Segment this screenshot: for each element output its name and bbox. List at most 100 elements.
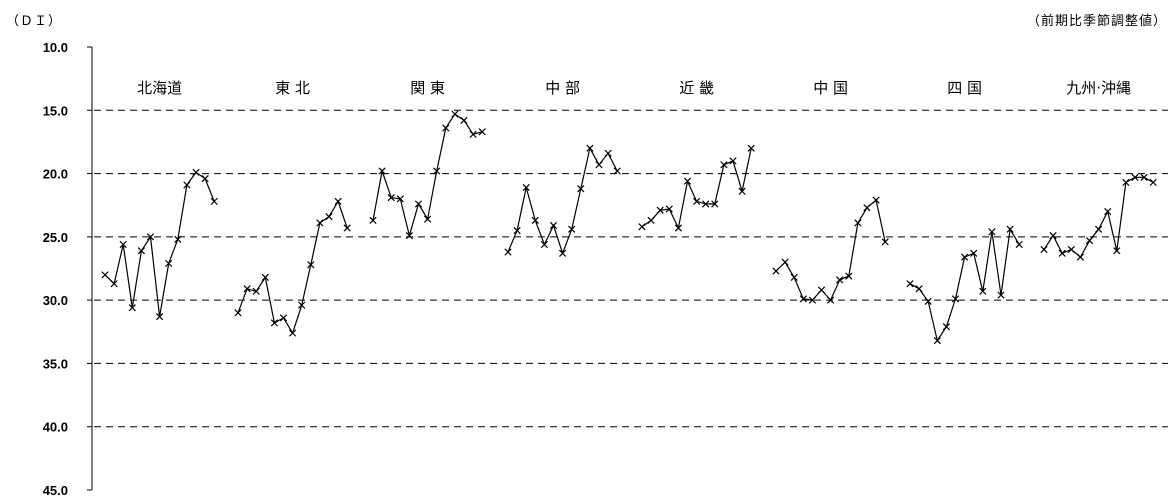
data-point-marker: [674, 224, 683, 232]
data-point-marker: [531, 216, 539, 225]
grid-lines: [94, 109, 1168, 428]
data-point-marker: [1040, 245, 1048, 254]
data-point-marker: [656, 206, 664, 214]
data-point-marker: [101, 271, 109, 279]
y-tick-label: 35.0: [43, 356, 68, 371]
data-point-marker: [513, 226, 521, 235]
data-point-marker: [683, 177, 692, 185]
data-point-marker: [702, 200, 710, 208]
data-point-marker: [504, 248, 512, 256]
data-point-marker: [1015, 240, 1023, 249]
data-point-marker: [316, 219, 324, 227]
data-point-marker: [414, 200, 423, 208]
data-point-marker: [854, 219, 862, 227]
data-point-marker: [781, 258, 789, 266]
series-line: [775, 199, 886, 302]
data-point-marker: [799, 295, 807, 303]
data-point-marker: [711, 200, 719, 208]
data-point-marker: [1006, 225, 1014, 233]
data-point-marker: [128, 304, 136, 312]
data-point-marker: [1104, 207, 1112, 216]
data-point-marker: [817, 286, 826, 294]
data-point-marker: [137, 247, 146, 255]
y-tick-label: 45.0: [43, 483, 68, 498]
data-point-marker: [478, 128, 486, 136]
data-point-marker: [1122, 178, 1130, 187]
data-point-marker: [442, 124, 450, 132]
data-point-marker: [155, 312, 164, 321]
y-tick-label: 10.0: [43, 40, 68, 55]
data-point-marker: [307, 261, 315, 269]
series-line: [641, 148, 752, 230]
data-point-marker: [343, 224, 351, 232]
data-point-marker: [1085, 237, 1094, 245]
data-point-marker: [647, 216, 655, 225]
series-3: [369, 110, 486, 240]
y-tick-label: 25.0: [43, 230, 68, 245]
region-labels: 北海道 東 北 関 東 中 部 近 畿 中 国 四 国 九州·沖縄: [137, 79, 1131, 97]
region-label: 九州·沖縄: [1066, 79, 1131, 97]
data-point-marker: [836, 276, 844, 284]
data-point-marker: [933, 337, 941, 345]
data-point-marker: [997, 291, 1005, 299]
data-point-marker: [881, 238, 889, 246]
y-axis-unit-label: （ＤＩ）: [6, 14, 63, 29]
region-label: 四 国: [947, 79, 982, 97]
y-tick-labels: 10.0 15.0 20.0 25.0 30.0 35.0 40.0 45.0: [43, 40, 68, 498]
data-point-marker: [469, 130, 477, 138]
data-point-marker: [558, 249, 567, 257]
data-point-marker: [906, 280, 914, 288]
data-point-marker: [298, 301, 306, 309]
data-point-marker: [568, 225, 576, 233]
series-5: [638, 144, 755, 232]
region-label: 北海道: [137, 79, 182, 97]
region-label: 中 国: [813, 79, 848, 97]
data-point-marker: [1049, 231, 1057, 240]
data-point-marker: [826, 296, 835, 304]
data-point-marker: [522, 183, 530, 192]
series-line: [1043, 176, 1154, 259]
data-point-marker: [1058, 249, 1066, 257]
series-line: [909, 227, 1020, 343]
series-7: [906, 225, 1023, 345]
series-line: [237, 199, 348, 335]
y-axis: [87, 46, 93, 491]
series-8: [1040, 173, 1157, 261]
data-point-marker: [942, 323, 951, 331]
data-point-marker: [540, 240, 549, 249]
data-point-marker: [396, 195, 404, 203]
data-point-marker: [110, 280, 118, 288]
series-line: [104, 171, 215, 317]
data-point-marker: [1131, 173, 1139, 181]
region-label: 東 北: [275, 79, 310, 97]
data-point-marker: [720, 161, 728, 169]
data-point-marker: [613, 167, 621, 175]
data-point-marker: [1094, 225, 1103, 233]
series-group: [101, 110, 1157, 345]
data-point-marker: [1076, 253, 1085, 261]
data-point-marker: [970, 249, 978, 257]
data-point-marker: [369, 216, 377, 225]
data-point-marker: [692, 197, 701, 206]
y-tick-label: 30.0: [43, 293, 68, 308]
data-point-marker: [747, 144, 755, 152]
data-point-marker: [279, 314, 288, 322]
data-point-marker: [387, 193, 395, 202]
data-point-marker: [451, 110, 459, 118]
data-point-marker: [772, 267, 780, 275]
data-point-marker: [183, 181, 191, 189]
data-point-marker: [595, 161, 603, 169]
y-tick-label: 40.0: [43, 420, 68, 435]
data-point-marker: [790, 273, 798, 281]
data-point-marker: [325, 212, 333, 221]
series-6: [772, 196, 889, 304]
data-point-marker: [638, 223, 646, 231]
data-point-marker: [979, 287, 987, 295]
series-4: [504, 144, 621, 257]
data-point-marker: [863, 204, 871, 212]
data-point-marker: [738, 187, 746, 195]
data-point-marker: [433, 167, 441, 175]
data-point-marker: [808, 296, 817, 304]
seasonal-adjustment-note: （前期比季節調整値）: [1026, 14, 1167, 29]
